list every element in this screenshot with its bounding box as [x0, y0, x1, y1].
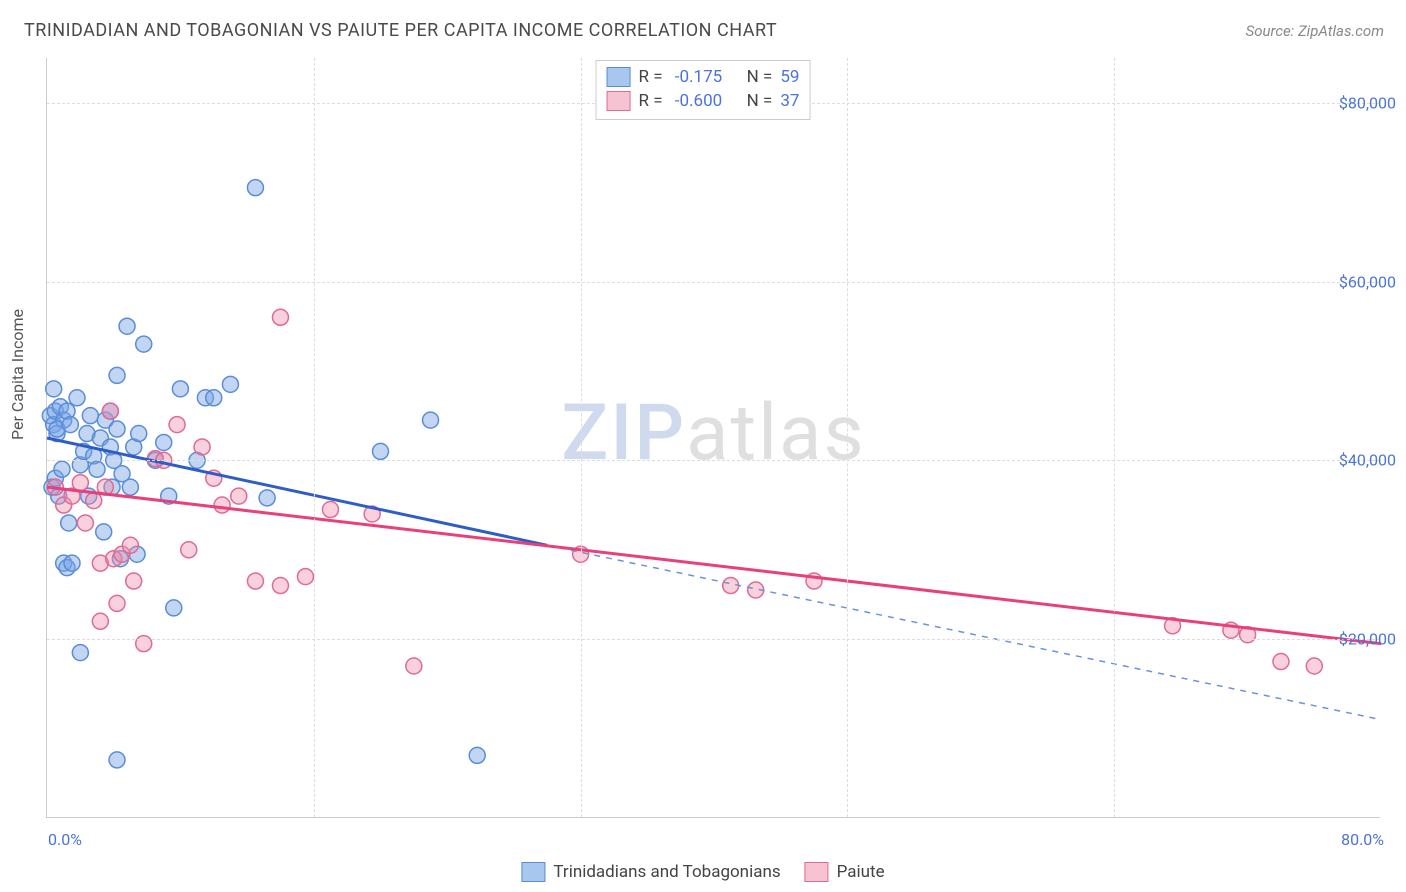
legend-n-value: 37 [780, 89, 799, 113]
y-tick-label: $20,000 [1339, 630, 1396, 649]
plot-svg [47, 58, 1380, 817]
scatter-point [322, 502, 338, 518]
scatter-point [54, 461, 70, 477]
x-tick-label: 0.0% [48, 830, 82, 849]
legend-series-label: Trinidadians and Tobagonians [553, 862, 780, 882]
scatter-point [172, 381, 188, 397]
legend-correlation: R = -0.175 N = 59R = -0.600 N = 37 [596, 60, 811, 120]
legend-r-value: -0.600 [671, 89, 723, 113]
scatter-point [122, 537, 138, 553]
legend-series-item: Paiute [805, 862, 885, 882]
scatter-point [194, 439, 210, 455]
scatter-point [1273, 654, 1289, 670]
source-label: Source: ZipAtlas.com [1246, 22, 1384, 40]
scatter-point [136, 336, 152, 352]
legend-n-label: N = [747, 89, 773, 113]
scatter-point [206, 390, 222, 406]
legend-n-label: N = [747, 65, 773, 89]
scatter-point [423, 412, 439, 428]
scatter-point [119, 318, 135, 334]
scatter-point [72, 645, 88, 661]
legend-correlation-row: R = -0.175 N = 59 [607, 65, 800, 89]
scatter-point [272, 309, 288, 325]
scatter-point [82, 408, 98, 424]
scatter-point [61, 515, 77, 531]
legend-series: Trinidadians and Tobagonians Paiute [521, 862, 884, 882]
scatter-point [259, 490, 275, 506]
scatter-point [46, 381, 62, 397]
scatter-point [96, 524, 112, 540]
legend-r-label: R = [639, 65, 663, 89]
scatter-point [69, 390, 85, 406]
scatter-point [156, 434, 172, 450]
scatter-point [373, 443, 389, 459]
scatter-point [122, 479, 138, 495]
trend-line [47, 438, 547, 545]
scatter-point [1306, 658, 1322, 674]
gridline-v [314, 58, 315, 817]
scatter-point [247, 180, 263, 196]
scatter-point [92, 613, 108, 629]
legend-r-value: -0.175 [671, 65, 723, 89]
gridline-h [47, 639, 1380, 640]
scatter-point [72, 475, 88, 491]
legend-correlation-row: R = -0.600 N = 37 [607, 89, 800, 113]
scatter-point [169, 417, 185, 433]
legend-n-value: 59 [780, 65, 799, 89]
y-tick-label: $60,000 [1339, 272, 1396, 291]
scatter-point [214, 497, 230, 513]
scatter-point [222, 376, 238, 392]
legend-r-label: R = [639, 89, 663, 113]
legend-swatch [607, 91, 631, 111]
gridline-h [47, 282, 1380, 283]
scatter-point [126, 573, 142, 589]
scatter-point [406, 658, 422, 674]
scatter-point [62, 417, 78, 433]
scatter-point [109, 421, 125, 437]
scatter-point [166, 600, 182, 616]
scatter-point [89, 461, 105, 477]
scatter-point [109, 367, 125, 383]
gridline-h [47, 460, 1380, 461]
scatter-point [297, 569, 313, 585]
scatter-point [247, 573, 263, 589]
x-tick-label: 80.0% [1341, 830, 1384, 849]
chart-title: TRINIDADIAN AND TOBAGONIAN VS PAIUTE PER… [24, 20, 777, 41]
scatter-point [102, 403, 118, 419]
scatter-point [109, 595, 125, 611]
legend-swatch [607, 67, 631, 87]
legend-series-label: Paiute [837, 862, 885, 882]
scatter-point [231, 488, 247, 504]
gridline-v [581, 58, 582, 817]
scatter-point [181, 542, 197, 558]
scatter-point [77, 515, 93, 531]
y-axis-label: Per Capita Income [8, 309, 27, 440]
scatter-point [272, 578, 288, 594]
scatter-point [109, 752, 125, 768]
legend-swatch [521, 862, 545, 882]
gridline-v [847, 58, 848, 817]
scatter-point [131, 426, 147, 442]
plot-area: ZIPatlas [46, 58, 1380, 818]
legend-swatch [805, 862, 829, 882]
y-tick-label: $80,000 [1339, 93, 1396, 112]
scatter-point [64, 555, 80, 571]
trend-line [47, 487, 1381, 643]
y-tick-label: $40,000 [1339, 451, 1396, 470]
legend-series-item: Trinidadians and Tobagonians [521, 862, 780, 882]
gridline-v [1114, 58, 1115, 817]
scatter-point [86, 493, 102, 509]
scatter-point [136, 636, 152, 652]
scatter-point [469, 747, 485, 763]
